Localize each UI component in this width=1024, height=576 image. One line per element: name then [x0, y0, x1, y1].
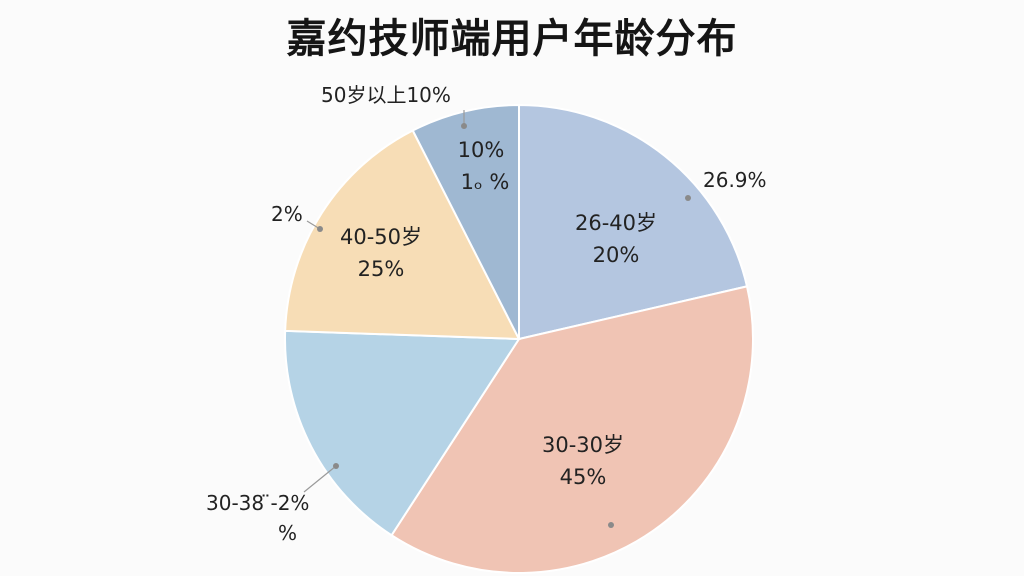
- outer-label-0: 26.9%: [703, 168, 767, 192]
- leader-line-2: [303, 465, 337, 493]
- outer-label-2: 30-38 ̈-2%: [206, 491, 309, 515]
- pie-slice-2: [284, 329, 521, 537]
- slice-label-value-0: 20%: [593, 243, 640, 267]
- outer-label-3: 2%: [271, 202, 303, 226]
- slice-label-name-4: 10%: [458, 138, 505, 162]
- leader-dot-4: [461, 123, 467, 129]
- outer-label-4: 50岁以上10%: [321, 83, 451, 107]
- slice-marker-dot-1: [608, 522, 614, 528]
- pie-slice-0: [518, 103, 749, 341]
- chart-title: 嘉约技师端用户年龄分布: [286, 16, 738, 62]
- slice-label-value-1: 45%: [560, 465, 607, 489]
- pie-slice-3: [284, 129, 521, 341]
- slice-label-name-3: 40-50岁: [340, 225, 422, 249]
- leader-dot-3: [317, 226, 323, 232]
- slice-label-name-0: 26-40岁: [575, 211, 657, 235]
- slice-label-name-1: 30-30岁: [542, 433, 624, 457]
- leader-dot-2: [333, 463, 339, 469]
- slice-label-value-4: 1ₒ %: [461, 170, 510, 194]
- pie-slice-1: [390, 285, 754, 574]
- leader-dot-0: [685, 195, 691, 201]
- slice-label-value-3: 25%: [358, 257, 405, 281]
- outer-label-line2-2: %: [278, 521, 297, 545]
